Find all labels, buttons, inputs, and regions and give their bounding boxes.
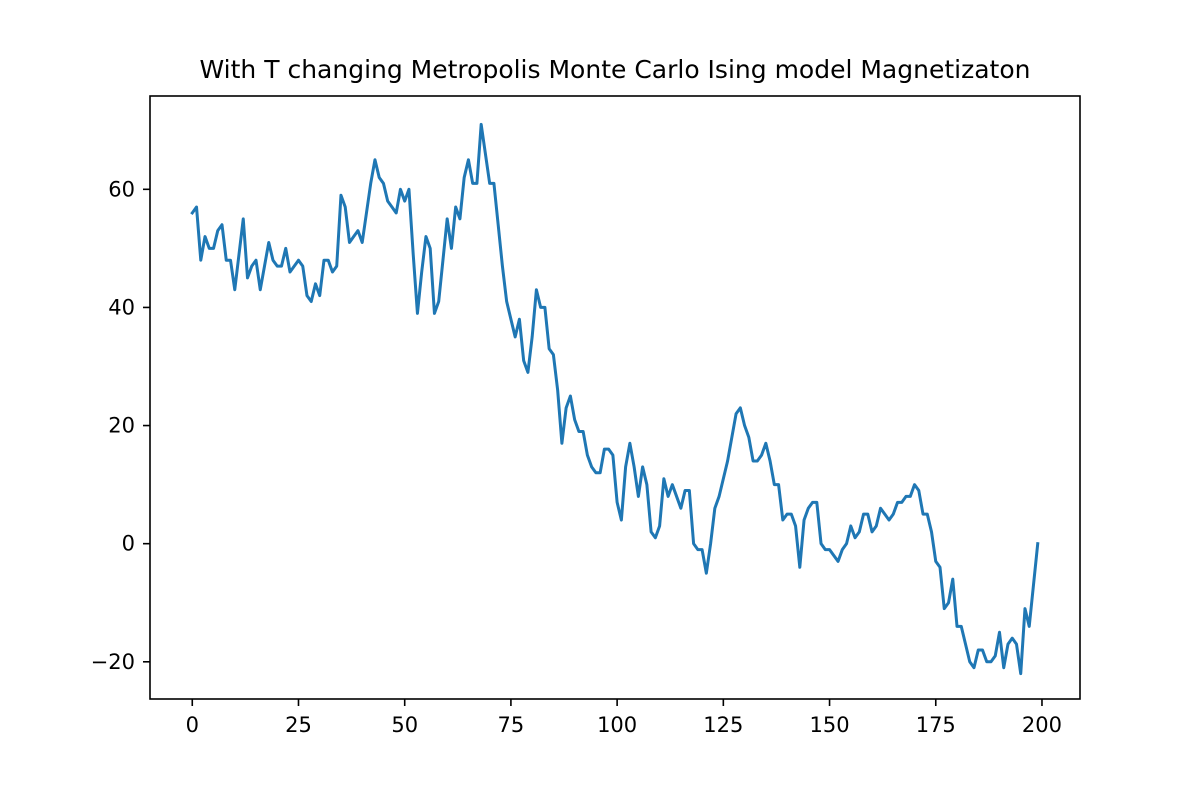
x-tick-label: 100: [597, 713, 637, 737]
plot-frame: [149, 95, 1081, 700]
x-tick-label: 200: [1022, 713, 1062, 737]
x-tick-label: 150: [810, 713, 850, 737]
x-tick-label: 0: [186, 713, 199, 737]
chart-title: With T changing Metropolis Monte Carlo I…: [200, 55, 1031, 84]
y-tick-label: −20: [91, 650, 135, 674]
y-tick-label: 20: [108, 414, 135, 438]
x-axis: 0 25 50 75 100 125 150 175 200: [186, 699, 1062, 737]
y-axis: −20 0 20 40 60: [91, 177, 150, 674]
x-tick-label: 50: [391, 713, 418, 737]
x-tick-label: 25: [285, 713, 312, 737]
x-tick-label: 125: [703, 713, 743, 737]
y-tick-label: 60: [108, 177, 135, 201]
y-tick-label: 0: [122, 532, 135, 556]
y-tick-label: 40: [108, 295, 135, 319]
series-line-1: [190, 122, 1040, 676]
series-layer: [190, 122, 1040, 676]
x-tick-label: 175: [916, 713, 956, 737]
x-tick-label: 75: [498, 713, 525, 737]
